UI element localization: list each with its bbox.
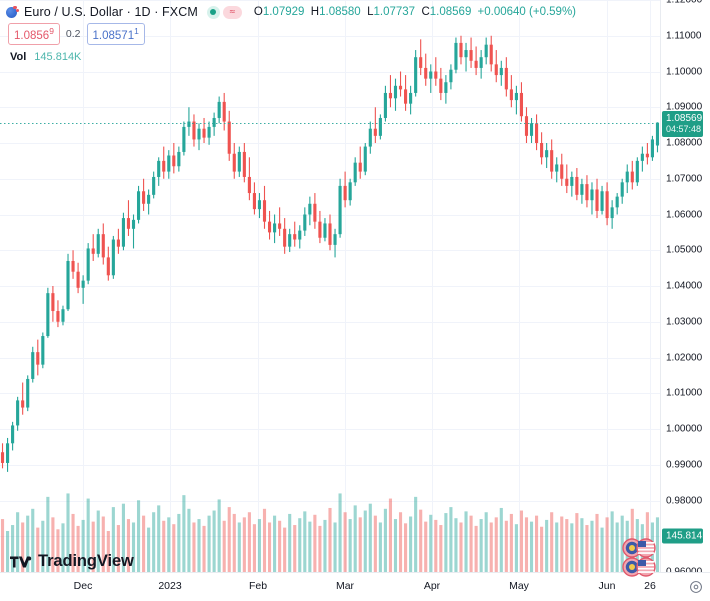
current-price-badge[interactable]: 1.08569 04:57:48 (662, 110, 703, 137)
currency-flag-badge-bottom[interactable] (621, 557, 661, 582)
price-tick-label: 1.05000 (666, 244, 703, 256)
volume-badge[interactable]: 145.814K (662, 528, 709, 544)
price-tick-label: 1.01000 (666, 387, 703, 399)
price-tick-label: 0.99000 (666, 459, 703, 471)
price-axis[interactable]: 1.12000 1.11000 1.10000 1.09000 1.08000 1.070… (660, 0, 710, 578)
price-tick-label: 1.12000 (666, 0, 703, 6)
gear-icon[interactable] (689, 580, 703, 594)
time-tick-label: Dec (73, 580, 93, 592)
time-tick-label: 2023 (158, 580, 182, 592)
price-tick-label: 1.06000 (666, 209, 703, 220)
price-tick-label: 0.98000 (666, 495, 703, 506)
time-axis[interactable]: Dec 2023 Feb Mar Apr May Jun 26 (0, 572, 710, 601)
price-tick-label: 1.08000 (666, 137, 703, 149)
eur-usd-flags-icon-2 (622, 557, 656, 577)
candle-series (0, 35, 660, 472)
eur-usd-flags-icon (622, 538, 656, 558)
price-tick-label: 1.11000 (666, 30, 702, 42)
price-tick-label: 1.09000 (666, 101, 703, 113)
time-tick-label: May (509, 580, 529, 592)
price-tick-label: 1.03000 (666, 316, 703, 328)
time-tick-label: Apr (423, 580, 441, 592)
chart-canvas[interactable] (0, 0, 660, 572)
price-tick-label: 1.10000 (666, 66, 703, 77)
price-tick-label: 1.02000 (666, 352, 703, 363)
price-tick-label: 1.07000 (666, 173, 703, 185)
price-tick-label: 1.00000 (666, 423, 703, 435)
time-tick-label: Mar (335, 580, 355, 592)
time-tick-label: Jun (598, 580, 616, 592)
volume-bars (0, 493, 660, 572)
current-price-value: 1.08569 (666, 112, 703, 124)
bar-countdown: 04:57:48 (666, 123, 702, 134)
price-tick-label: 1.04000 (666, 280, 703, 292)
time-tick-label: Feb (248, 580, 268, 592)
chart-plot-area[interactable] (0, 0, 660, 572)
currency-flag-badge-top[interactable] (621, 538, 661, 563)
time-tick-label: 26 (644, 580, 656, 592)
